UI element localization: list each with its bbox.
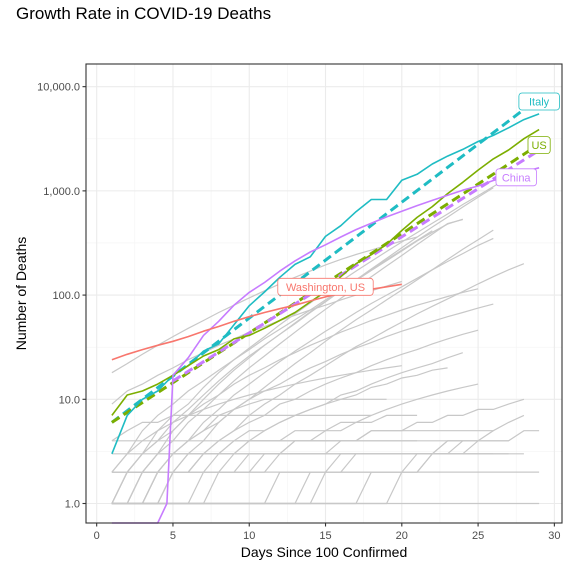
x-tick-label: 30 bbox=[548, 530, 560, 542]
chart-title: Growth Rate in COVID-19 Deaths bbox=[16, 4, 272, 23]
highlighted-series bbox=[110, 96, 541, 524]
y-axis-title: Number of Deaths bbox=[13, 237, 29, 351]
country-label-box bbox=[527, 136, 551, 155]
y-tick-label: 1.0 bbox=[65, 499, 80, 511]
country-label: Washington, US bbox=[286, 282, 365, 294]
x-tick-label: 5 bbox=[170, 530, 176, 542]
x-tick-label: 0 bbox=[94, 530, 100, 542]
y-tick-label: 10.0 bbox=[59, 394, 80, 406]
background-series-line bbox=[111, 440, 463, 473]
background-series-line bbox=[111, 288, 479, 473]
x-axis-ticks: 0 5 10 15 20 25 30 bbox=[94, 523, 560, 542]
country-label-box bbox=[277, 277, 374, 296]
y-axis-ticks: 1.0 10.0 100.0 1,000.0 10,000.0 bbox=[37, 82, 86, 511]
background-series-line bbox=[111, 236, 418, 374]
background-series-line bbox=[111, 414, 372, 442]
background-country-lines bbox=[111, 169, 540, 505]
x-tick-label: 20 bbox=[396, 530, 408, 542]
series-line bbox=[111, 167, 540, 524]
plot-border bbox=[85, 63, 563, 524]
x-tick-label: 10 bbox=[243, 530, 255, 542]
background-series-line bbox=[111, 365, 402, 473]
y-tick-label: 10,000.0 bbox=[37, 82, 80, 94]
trend-line bbox=[172, 149, 540, 383]
country-label-box bbox=[495, 168, 537, 187]
x-tick-label: 25 bbox=[472, 530, 484, 542]
background-series-line bbox=[111, 230, 433, 473]
y-tick-label: 100.0 bbox=[52, 290, 80, 302]
country-label: Italy bbox=[529, 97, 550, 109]
country-label: China bbox=[502, 172, 532, 184]
country-label-box bbox=[518, 92, 560, 111]
country-label: US bbox=[531, 140, 546, 152]
y-tick-label: 1,000.0 bbox=[43, 186, 80, 198]
x-axis-title: Days Since 100 Confirmed bbox=[241, 544, 408, 560]
x-tick-label: 15 bbox=[319, 530, 331, 542]
country-labels: Italy US China Washington, US bbox=[277, 92, 560, 296]
